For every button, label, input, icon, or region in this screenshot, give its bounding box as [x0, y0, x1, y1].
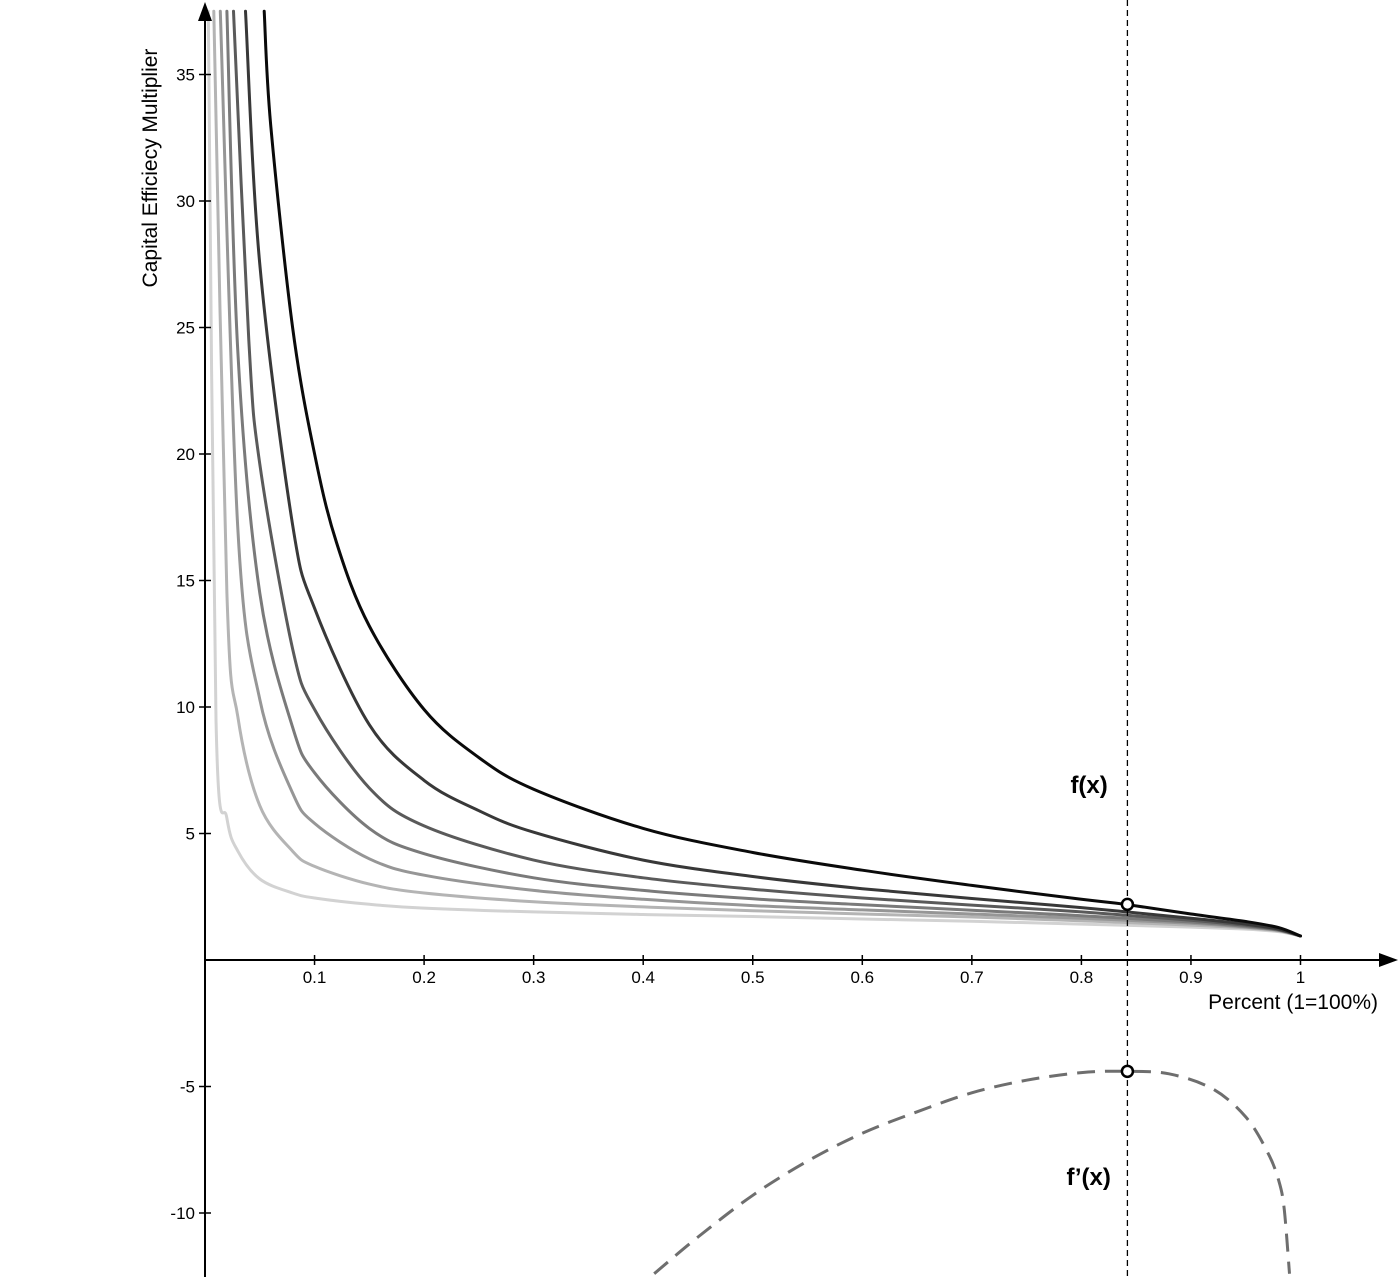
series-line-6 — [244, 9, 1302, 938]
x-tick-label: 0.4 — [631, 968, 655, 987]
y-tick-label: 5 — [186, 825, 195, 844]
y-tick-label: -5 — [180, 1078, 195, 1097]
highlight-point-1 — [1120, 897, 1135, 912]
series-line-5 — [232, 9, 1302, 938]
y-tick-label: 35 — [176, 66, 195, 85]
y-tick-label: 15 — [176, 572, 195, 591]
y-tick-label: 20 — [176, 445, 195, 464]
x-tick-label: 0.8 — [1070, 968, 1094, 987]
series-line-1 — [206, 9, 1302, 938]
x-tick-label: 0.1 — [303, 968, 327, 987]
annotation-f-prime-of-x: f’(x) — [1066, 1164, 1110, 1191]
x-tick-label: 0.9 — [1179, 968, 1203, 987]
y-tick-label: 10 — [176, 698, 195, 717]
y-axis-arrow — [198, 2, 212, 21]
x-axis-arrow — [1379, 953, 1398, 967]
derivative-line — [653, 1069, 1291, 1275]
curves-layer — [206, 9, 1302, 1275]
ticks-layer: 0.1 0.2 0.3 0.4 0.5 0.6 0.7 0.8 0.9 1 -10 -5 5 10 15 20… — [170, 66, 1305, 1224]
x-tick-label: 0.5 — [741, 968, 765, 987]
axes-layer — [198, 0, 1398, 1277]
x-tick-label: 1 — [1296, 968, 1305, 987]
annotation-f-of-x: f(x) — [1070, 772, 1107, 799]
x-tick-label: 0.6 — [850, 968, 874, 987]
x-tick-label: 0.7 — [960, 968, 984, 987]
x-tick-label: 0.2 — [412, 968, 436, 987]
series-line-7 — [262, 9, 1302, 938]
y-axis-title: Capital Efficiecy Multiplier — [139, 49, 162, 288]
x-axis-title: Percent (1=100%) — [1208, 991, 1378, 1014]
y-tick-label: 25 — [176, 319, 195, 338]
x-tick-label: 0.3 — [522, 968, 546, 987]
series-line-2 — [212, 9, 1302, 938]
series-line-4 — [225, 9, 1302, 938]
series-line-3 — [218, 9, 1302, 938]
marks-layer — [1120, 897, 1135, 1079]
y-tick-label: -10 — [170, 1204, 195, 1223]
y-tick-label: 30 — [176, 192, 195, 211]
highlight-point-2 — [1120, 1064, 1135, 1079]
